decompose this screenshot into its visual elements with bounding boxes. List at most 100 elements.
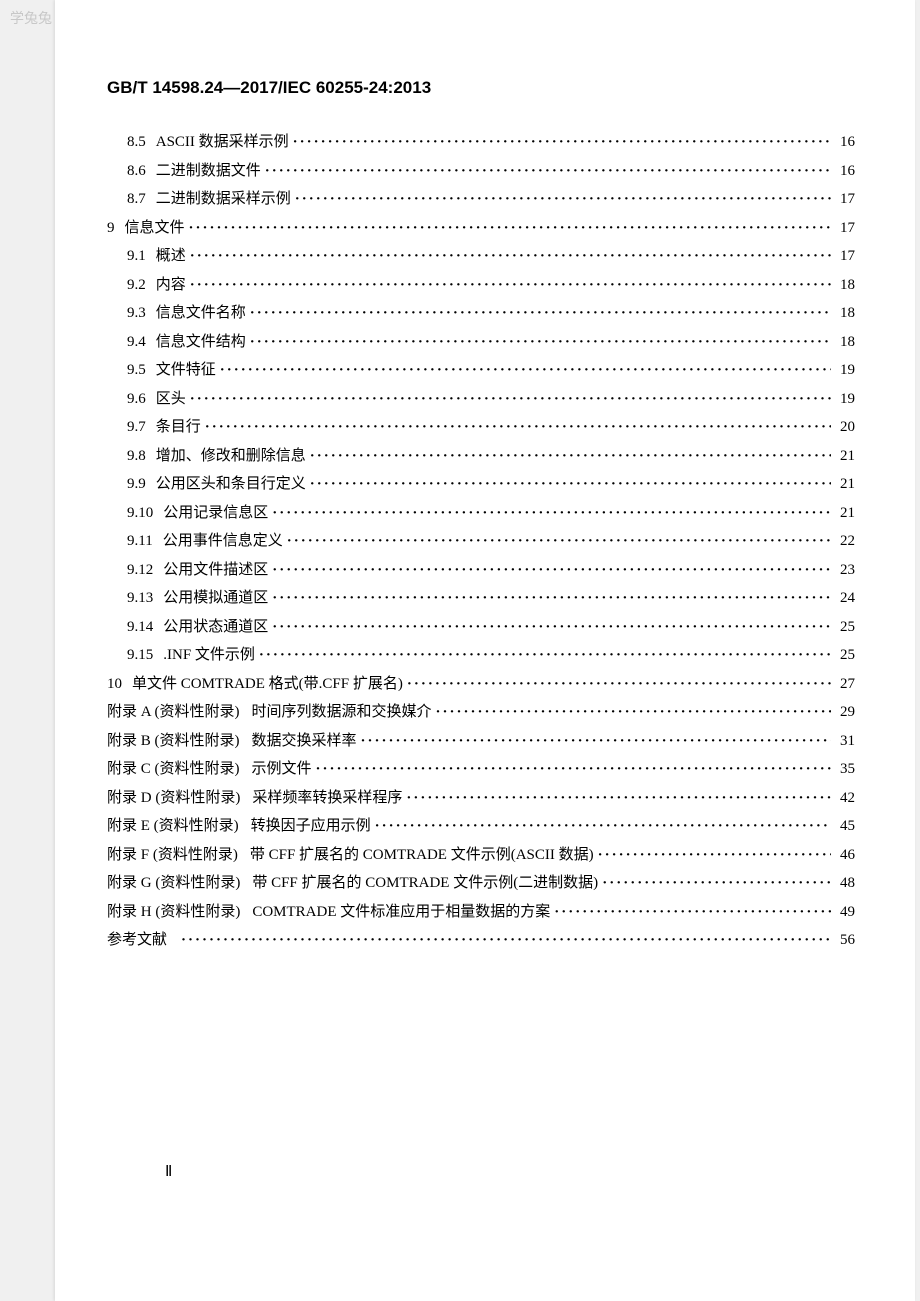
toc-leader-dots xyxy=(375,812,831,841)
toc-entry-page: 21 xyxy=(835,499,855,528)
toc-leader-dots xyxy=(293,128,831,157)
standard-header: GB/T 14598.24—2017/IEC 60255-24:2013 xyxy=(107,78,855,98)
toc-leader-dots xyxy=(190,385,831,414)
toc-entry-page: 25 xyxy=(835,613,855,642)
toc-entry-title: 公用文件描述区 xyxy=(163,556,268,585)
toc-entry: 8.6二进制数据文件16 xyxy=(107,157,855,186)
toc-entry-number: 附录 G (资料性附录) xyxy=(107,869,252,898)
toc-entry: 9.14公用状态通道区25 xyxy=(107,613,855,642)
toc-entry-page: 29 xyxy=(835,698,855,727)
toc-entry-page: 16 xyxy=(835,157,855,186)
toc-leader-dots xyxy=(406,784,831,813)
toc-entry: 附录 A (资料性附录)时间序列数据源和交换媒介 29 xyxy=(107,698,855,727)
toc-entry-title: 带 CFF 扩展名的 COMTRADE 文件示例(ASCII 数据) xyxy=(250,841,594,870)
toc-leader-dots xyxy=(272,613,831,642)
toc-entry-title: 信息文件名称 xyxy=(156,299,246,328)
toc-entry: 附录 E (资料性附录)转换因子应用示例45 xyxy=(107,812,855,841)
toc-entry-title: 文件特征 xyxy=(156,356,216,385)
toc-entry: 附录 C (资料性附录)示例文件35 xyxy=(107,755,855,784)
toc-entry-number: 9.4 xyxy=(107,328,156,357)
toc-entry: 附录 D (资料性附录)采样频率转换采样程序42 xyxy=(107,784,855,813)
toc-entry-number: 9.10 xyxy=(107,499,163,528)
toc-entry-title: .INF 文件示例 xyxy=(163,641,255,670)
toc-leader-dots xyxy=(316,755,831,784)
toc-entry-title: 公用区头和条目行定义 xyxy=(156,470,306,499)
toc-entry-title: 单文件 COMTRADE 格式(带.CFF 扩展名) xyxy=(132,670,403,699)
toc-leader-dots xyxy=(295,185,831,214)
toc-entry-page: 18 xyxy=(835,328,855,357)
toc-leader-dots xyxy=(602,869,831,898)
toc-entry-title: 增加、修改和删除信息 xyxy=(156,442,306,471)
toc-entry-page: 56 xyxy=(835,926,855,955)
toc-entry-title: 内容 xyxy=(156,271,186,300)
toc-entry-title: 时间序列数据源和交换媒介 xyxy=(252,698,432,727)
toc-leader-dots xyxy=(205,413,831,442)
toc-leader-dots xyxy=(361,727,831,756)
toc-leader-dots xyxy=(250,299,831,328)
toc-entry-number: 9.11 xyxy=(107,527,163,556)
toc-entry-number: 附录 D (资料性附录) xyxy=(107,784,252,813)
toc-entry-page: 35 xyxy=(835,755,855,784)
toc-entry: 9.10公用记录信息区 21 xyxy=(107,499,855,528)
toc-leader-dots xyxy=(190,271,831,300)
toc-entry-title: 信息文件 xyxy=(125,214,185,243)
toc-entry-number: 附录 A (资料性附录) xyxy=(107,698,252,727)
toc-entry-title: 公用事件信息定义 xyxy=(163,527,283,556)
toc-entry: 附录 G (资料性附录)带 CFF 扩展名的 COMTRADE 文件示例(二进制… xyxy=(107,869,855,898)
toc-entry-number: 参考文献 xyxy=(107,926,177,955)
toc-entry-page: 18 xyxy=(835,271,855,300)
toc-leader-dots xyxy=(220,356,831,385)
toc-entry: 8.7二进制数据采样示例17 xyxy=(107,185,855,214)
toc-entry: 9.1概述17 xyxy=(107,242,855,271)
toc-entry-title: 二进制数据采样示例 xyxy=(156,185,291,214)
toc-entry-number: 附录 B (资料性附录) xyxy=(107,727,252,756)
toc-entry-title: ASCII 数据采样示例 xyxy=(156,128,289,157)
toc-entry-number: 9 xyxy=(107,214,125,243)
toc-entry-page: 22 xyxy=(835,527,855,556)
toc-entry-number: 8.5 xyxy=(107,128,156,157)
toc-entry: 8.5ASCII 数据采样示例16 xyxy=(107,128,855,157)
toc-entry-page: 18 xyxy=(835,299,855,328)
document-page: GB/T 14598.24—2017/IEC 60255-24:2013 8.5… xyxy=(55,0,915,1301)
toc-entry: 附录 F (资料性附录)带 CFF 扩展名的 COMTRADE 文件示例(ASC… xyxy=(107,841,855,870)
toc-entry: 9.5文件特征19 xyxy=(107,356,855,385)
toc-entry-page: 25 xyxy=(835,641,855,670)
toc-entry: 9.13公用模拟通道区24 xyxy=(107,584,855,613)
toc-leader-dots xyxy=(190,242,831,271)
toc-entry-page: 17 xyxy=(835,214,855,243)
toc-entry-title: 信息文件结构 xyxy=(156,328,246,357)
toc-entry-number: 附录 H (资料性附录) xyxy=(107,898,252,927)
toc-entry-number: 9.7 xyxy=(107,413,156,442)
toc-entry-title: 公用记录信息区 xyxy=(163,499,268,528)
toc-entry-number: 9.15 xyxy=(107,641,163,670)
toc-entry-number: 9.9 xyxy=(107,470,156,499)
toc-entry-page: 19 xyxy=(835,356,855,385)
toc-entry-page: 48 xyxy=(835,869,855,898)
toc-leader-dots xyxy=(272,584,831,613)
toc-entry-number: 8.7 xyxy=(107,185,156,214)
toc-entry-number: 9.2 xyxy=(107,271,156,300)
toc-entry: 参考文献 56 xyxy=(107,926,855,955)
toc-entry-title: 区头 xyxy=(156,385,186,414)
toc-entry-number: 9.6 xyxy=(107,385,156,414)
toc-entry-page: 45 xyxy=(835,812,855,841)
toc-leader-dots xyxy=(554,898,831,927)
toc-leader-dots xyxy=(436,698,831,727)
toc-leader-dots xyxy=(272,556,831,585)
toc-entry-number: 10 xyxy=(107,670,132,699)
toc-entry: 9信息文件 17 xyxy=(107,214,855,243)
toc-entry-title: 带 CFF 扩展名的 COMTRADE 文件示例(二进制数据) xyxy=(252,869,598,898)
toc-entry-page: 27 xyxy=(835,670,855,699)
toc-entry-page: 20 xyxy=(835,413,855,442)
toc-entry-number: 9.12 xyxy=(107,556,163,585)
toc-entry-page: 31 xyxy=(835,727,855,756)
toc-leader-dots xyxy=(189,214,831,243)
table-of-contents: 8.5ASCII 数据采样示例168.6二进制数据文件168.7二进制数据采样示… xyxy=(107,128,855,955)
toc-leader-dots xyxy=(598,841,831,870)
toc-leader-dots xyxy=(259,641,831,670)
toc-entry: 9.7条目行20 xyxy=(107,413,855,442)
toc-entry: 9.3信息文件名称 18 xyxy=(107,299,855,328)
toc-entry-page: 23 xyxy=(835,556,855,585)
toc-entry-number: 9.3 xyxy=(107,299,156,328)
toc-leader-dots xyxy=(265,157,831,186)
